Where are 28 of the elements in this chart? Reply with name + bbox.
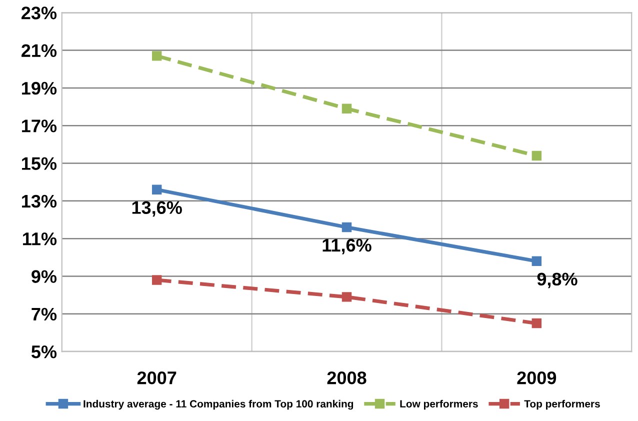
data-label: 9,8% <box>537 272 578 288</box>
point <box>532 256 542 266</box>
y-tick-label: 7% <box>32 308 57 321</box>
point <box>342 104 352 114</box>
point <box>532 150 542 161</box>
point <box>532 318 542 328</box>
point <box>342 222 352 232</box>
legend-label: Low performers <box>400 400 478 410</box>
data-label: 11,6% <box>322 238 372 254</box>
point <box>152 275 162 285</box>
x-tick-label: 2007 <box>137 371 176 384</box>
y-tick-label: 15% <box>22 157 57 170</box>
point <box>342 292 352 302</box>
x-tick-label: 2008 <box>327 371 366 384</box>
y-tick-label: 19% <box>22 82 57 95</box>
y-tick-label: 5% <box>31 346 57 358</box>
point <box>152 51 162 61</box>
y-tick-label: 23% <box>22 6 57 20</box>
y-tick-label: 21% <box>22 44 57 57</box>
point <box>152 184 162 194</box>
y-tick-label: 9% <box>32 270 57 283</box>
x-tick-label: 2009 <box>517 371 556 384</box>
legend-label: Top performers <box>524 400 600 410</box>
data-label: 13,6% <box>132 201 182 217</box>
y-tick-label: 11% <box>23 232 57 246</box>
legend-label: Industry average - 11 Companies from Top 100 ranking <box>84 400 354 410</box>
y-tick-label: 17% <box>22 120 57 132</box>
y-tick-label: 13% <box>22 194 57 208</box>
